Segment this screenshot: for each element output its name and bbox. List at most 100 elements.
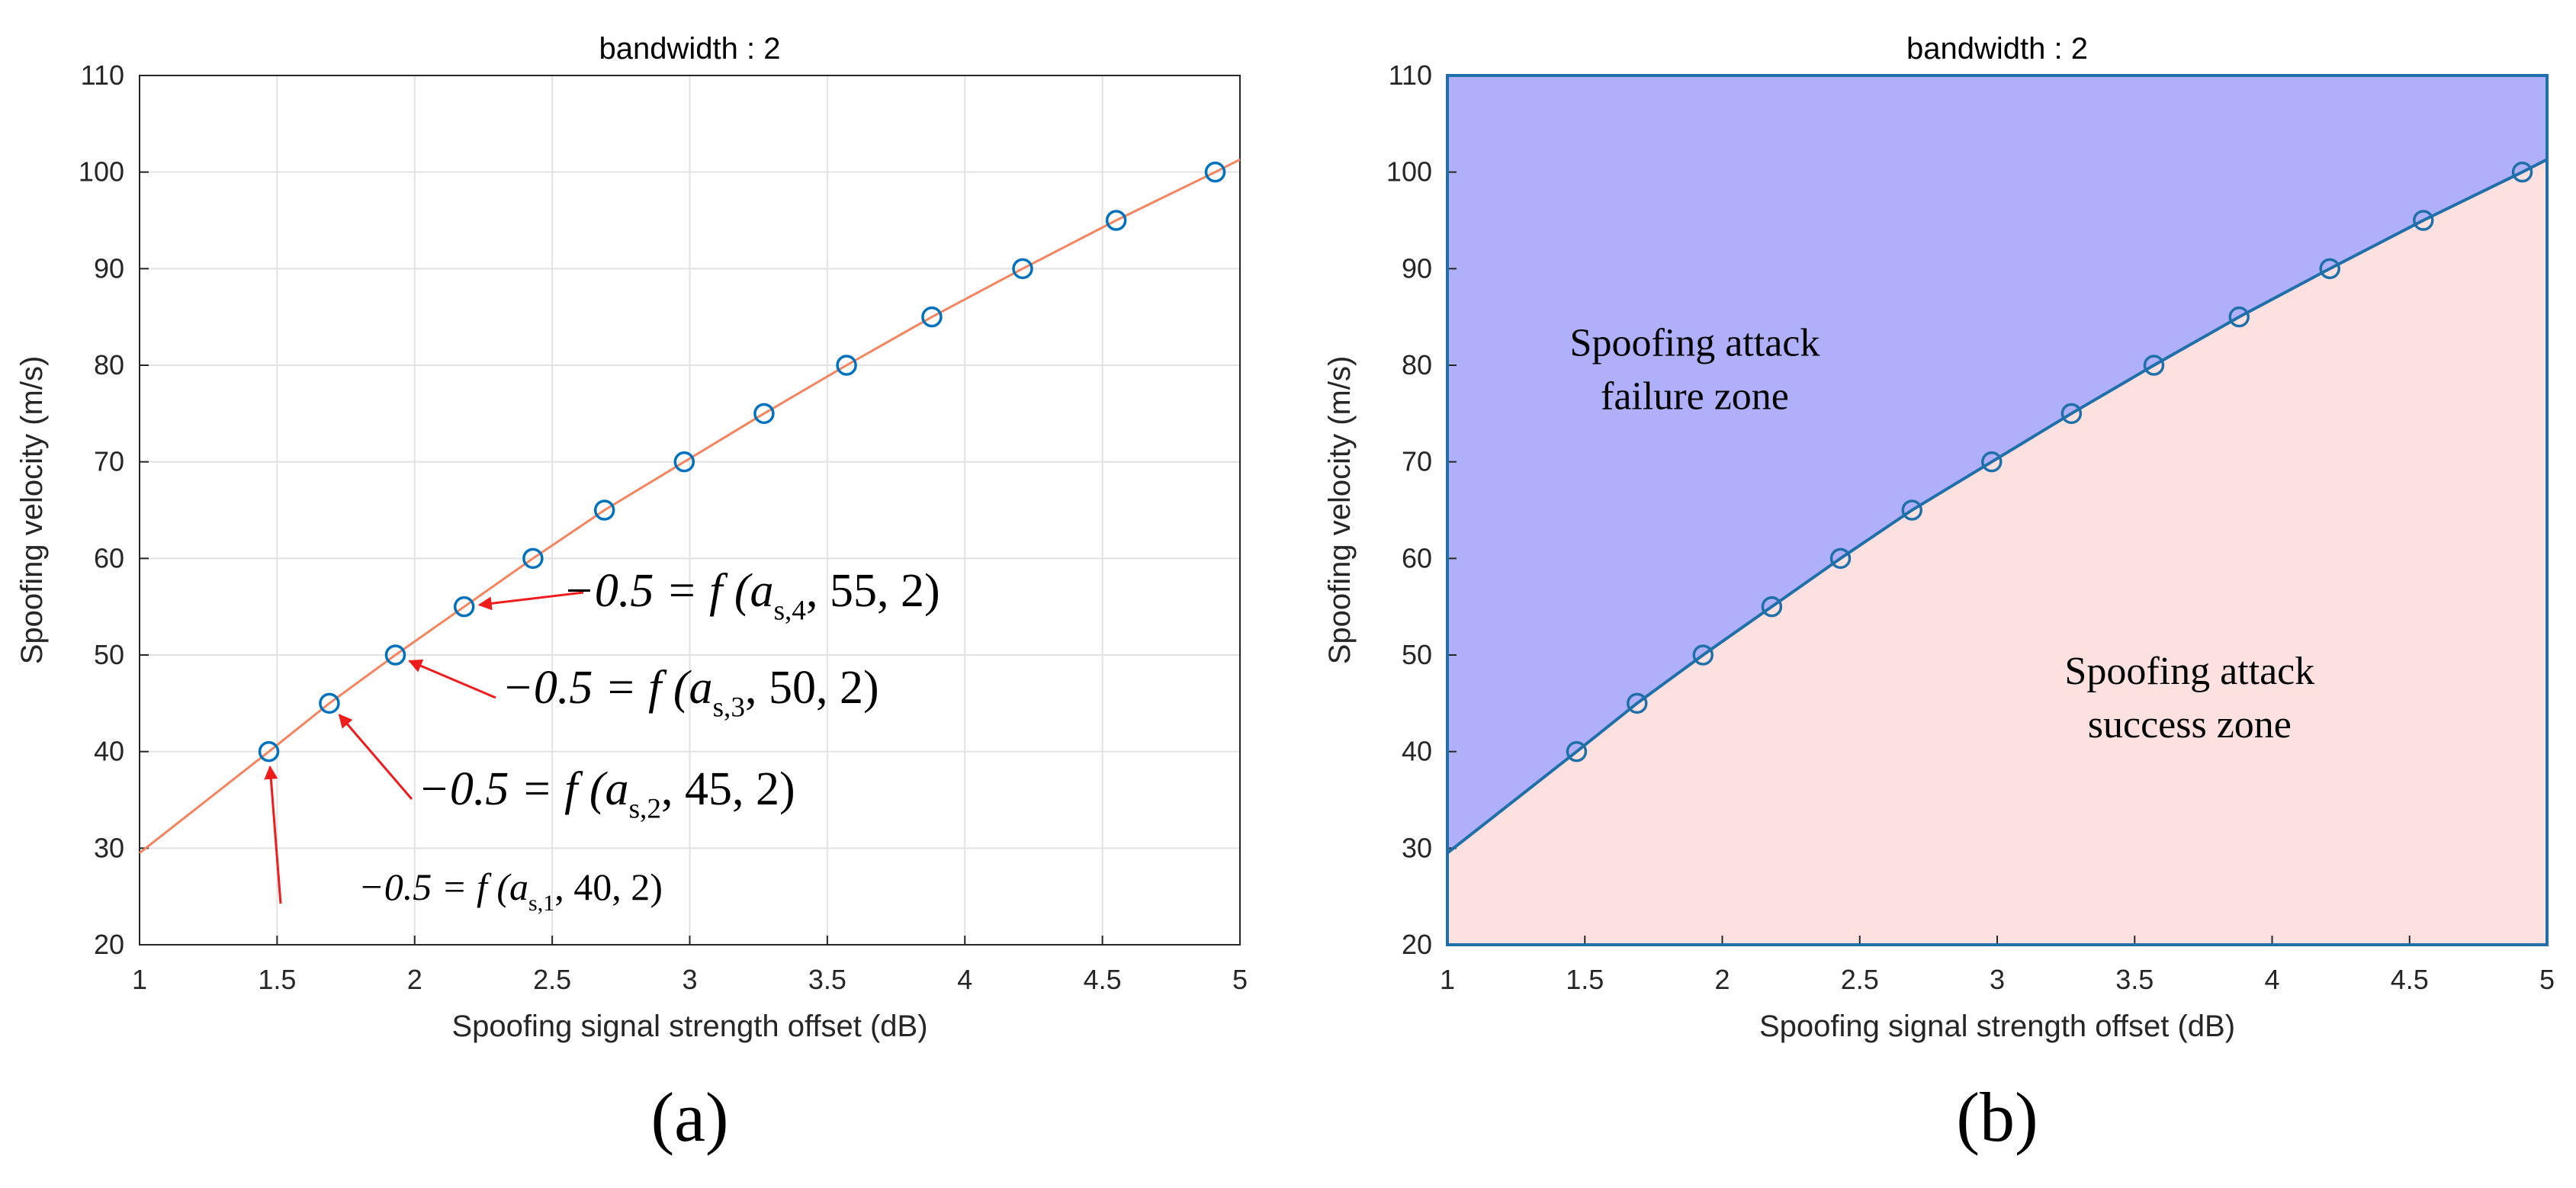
y-tick-label: 70	[94, 446, 124, 477]
annotation-equation: −0.5 = f (as,1, 40, 2)	[358, 865, 663, 916]
panel-a-grid	[139, 75, 1241, 946]
x-tick-label: 2.5	[1841, 964, 1879, 995]
panel-a-label: (a)	[650, 1078, 728, 1156]
zone-label-success: success zone	[2088, 703, 2292, 747]
y-tick-label: 30	[1402, 832, 1432, 863]
data-point-marker	[319, 692, 340, 714]
y-tick-label: 80	[94, 349, 124, 380]
x-tick-label: 3	[1990, 964, 2005, 995]
data-point-marker	[1692, 644, 1714, 666]
data-point-marker	[1626, 692, 1648, 714]
data-point-marker	[258, 740, 280, 763]
y-tick-label: 70	[1402, 446, 1432, 477]
panel-b-label: (b)	[1956, 1078, 2038, 1156]
annotation-equation: −0.5 = f (as,3, 50, 2)	[502, 662, 879, 723]
data-point-marker	[673, 451, 695, 473]
data-point-marker	[2413, 210, 2434, 231]
panel-a-y-axis-label: Spoofing velocity (m/s)	[15, 356, 49, 665]
annotation-equation: −0.5 = f (as,2, 45, 2)	[418, 763, 795, 824]
panel-b-title: bandwidth : 2	[1906, 32, 2088, 66]
annotation-arrow	[264, 765, 282, 904]
data-point-marker	[2511, 161, 2533, 183]
y-tick-label: 60	[94, 542, 124, 573]
x-tick-label: 5	[1232, 964, 1248, 995]
panel-b-boundary-line	[1446, 158, 2548, 855]
annotation-arrow	[408, 659, 496, 699]
annotation-subscript: s,4	[774, 595, 807, 626]
x-tick-label: 2	[1714, 964, 1730, 995]
panel-b-frame	[1446, 74, 2549, 946]
panel-a-fit-line	[139, 158, 1241, 854]
panel-a-annotations: −0.5 = f (as,1, 40, 2)−0.5 = f (as,2, 45…	[264, 565, 940, 916]
annotation-equation: −0.5 = f (as,4, 55, 2)	[563, 565, 940, 626]
x-tick-label: 4	[957, 964, 972, 995]
y-tick-label: 50	[1402, 639, 1432, 670]
data-point-marker	[753, 403, 775, 425]
annotation-tail-text: , 45, 2)	[661, 763, 795, 815]
annotation-subscript: s,3	[713, 692, 745, 723]
x-tick-label: 1	[132, 964, 147, 995]
panel-b-y-axis-label: Spoofing velocity (m/s)	[1323, 356, 1357, 665]
annotation-tail-text: , 55, 2)	[806, 565, 940, 617]
data-point-marker	[1566, 740, 1588, 763]
y-tick-label: 90	[1402, 252, 1432, 284]
y-tick-label: 110	[1389, 59, 1432, 91]
panel-a-title: bandwidth : 2	[599, 32, 781, 66]
data-point-marker	[1012, 258, 1033, 280]
x-tick-label: 1.5	[1566, 964, 1604, 995]
panel-a-x-axis-label: Spoofing signal strength offset (dB)	[451, 1010, 927, 1043]
zone-label-success: Spoofing attack	[2064, 650, 2314, 693]
y-tick-label: 30	[94, 832, 124, 863]
data-point-marker	[1204, 161, 1226, 183]
annotation-main-text: −0.5 = f (a	[358, 865, 528, 908]
panel-b: 1 1.5 2 2.5 3 3.5 4 4.5 52030405060708090100110 …	[1323, 32, 2555, 1156]
data-point-marker	[921, 306, 943, 328]
annotation-tail-text: , 50, 2)	[745, 662, 879, 714]
data-point-marker	[836, 355, 857, 376]
data-point-marker	[1901, 499, 1922, 521]
x-tick-label: 2	[407, 964, 422, 995]
y-tick-label: 110	[81, 59, 124, 91]
panel-b-markers	[1566, 161, 2533, 763]
panel-b-ticks: 1 1.5 2 2.5 3 3.5 4 4.5 5 20 30 40 50 60 70 80 90 100 110	[1386, 59, 2555, 995]
x-tick-label: 3.5	[2115, 964, 2154, 995]
x-tick-label: 4	[2264, 964, 2279, 995]
x-tick-label: 4.5	[2391, 964, 2429, 995]
annotation-main-text: −0.5 = f (a	[502, 662, 713, 714]
panel-a-markers	[258, 161, 1226, 763]
data-point-marker	[593, 499, 615, 521]
y-tick-label: 100	[1386, 156, 1432, 188]
data-point-marker	[453, 596, 475, 618]
data-point-marker	[1829, 547, 1852, 570]
panel-a-ticks: 1 1.5 2 2.5 3 3.5 4 4.5 5 20 30 40 50 60 70 80 90 100 110	[79, 59, 1248, 995]
annotation-main-text: −0.5 = f (a	[418, 763, 629, 815]
x-tick-label: 3.5	[808, 964, 846, 995]
data-point-marker	[1761, 596, 1783, 618]
y-tick-label: 20	[94, 929, 124, 960]
annotation-subscript: s,2	[629, 793, 661, 824]
annotation-main-text: −0.5 = f (a	[563, 565, 774, 617]
data-point-marker	[2060, 403, 2083, 425]
x-tick-label: 2.5	[533, 964, 571, 995]
annotation-subscript: s,1	[528, 891, 554, 916]
data-point-marker	[2143, 355, 2165, 376]
panel-a: 1 1.5 2 2.5 3 3.5 4 4.5 52030405060708090100110 …	[15, 32, 1248, 1156]
y-tick-label: 90	[94, 252, 124, 284]
x-tick-label: 1.5	[258, 964, 296, 995]
panel-b-x-axis-label: Spoofing signal strength offset (dB)	[1759, 1010, 2235, 1043]
panel-b-zone-labels: Spoofing attack failure zone Spoofing atta…	[1570, 321, 2315, 747]
panel-a-frame	[139, 75, 1241, 946]
y-tick-label: 40	[94, 736, 124, 767]
x-tick-label: 5	[2539, 964, 2555, 995]
panel-b-success-zone-area	[1447, 159, 2547, 946]
y-tick-label: 40	[1402, 736, 1432, 767]
y-tick-label: 60	[1402, 542, 1432, 573]
x-tick-label: 4.5	[1084, 964, 1122, 995]
y-tick-label: 20	[1402, 929, 1432, 960]
annotation-arrow	[477, 591, 584, 611]
data-point-marker	[2228, 306, 2250, 328]
data-point-marker	[384, 644, 406, 666]
y-tick-label: 80	[1402, 349, 1432, 380]
y-tick-label: 50	[94, 639, 124, 670]
